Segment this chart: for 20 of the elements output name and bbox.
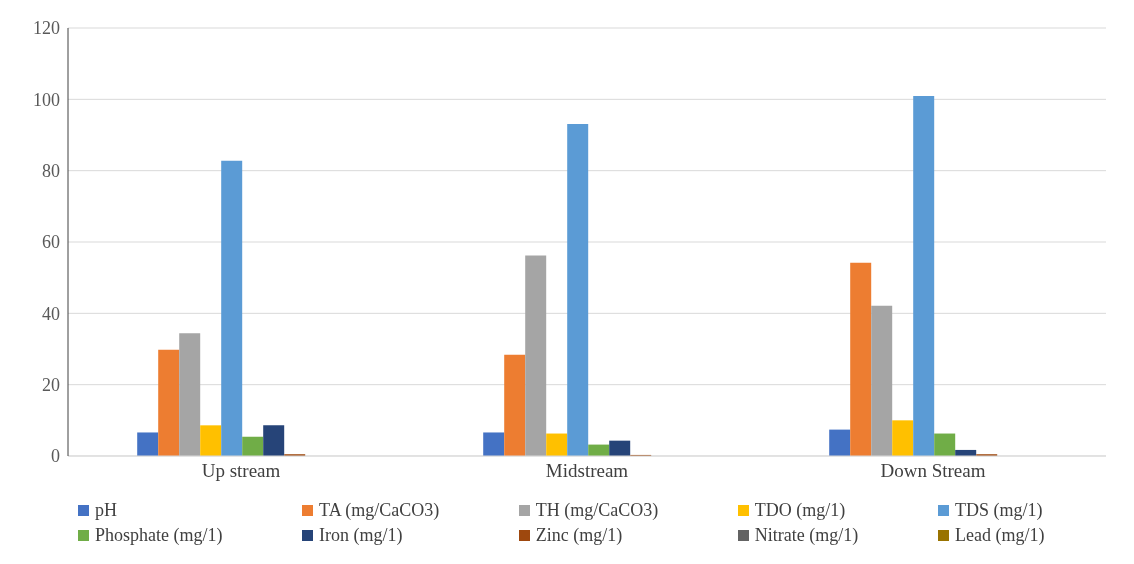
x-tick-label: Midstream [545, 460, 629, 482]
y-tick-label: 120 [33, 18, 60, 39]
legend-label: Zinc (mg/1) [535, 525, 623, 546]
y-tick-label: 20 [42, 375, 60, 396]
legend-label: TA (mg/CaCO3) [319, 500, 440, 521]
y-tick-label: 60 [42, 232, 60, 253]
legend-label: pH [95, 500, 117, 521]
y-tick-label: 80 [42, 161, 60, 182]
legend-label: TH (mg/CaCO3) [535, 500, 659, 521]
legend-label: TDS (mg/1) [954, 500, 1043, 521]
legend-label: Nitrate (mg/1) [754, 525, 859, 546]
legend-label: TDO (mg/1) [754, 500, 846, 521]
y-tick-label: 0 [51, 446, 60, 467]
legend-label: Iron (mg/1) [319, 525, 403, 546]
y-tick-label: 100 [33, 89, 60, 110]
y-tick-label: 40 [42, 303, 60, 324]
x-tick-label: Up stream [201, 460, 281, 482]
legend-label: Lead (mg/1) [954, 525, 1045, 546]
x-tick-label: Down Stream [880, 460, 986, 482]
legend-label: Phosphate (mg/1) [95, 525, 223, 546]
